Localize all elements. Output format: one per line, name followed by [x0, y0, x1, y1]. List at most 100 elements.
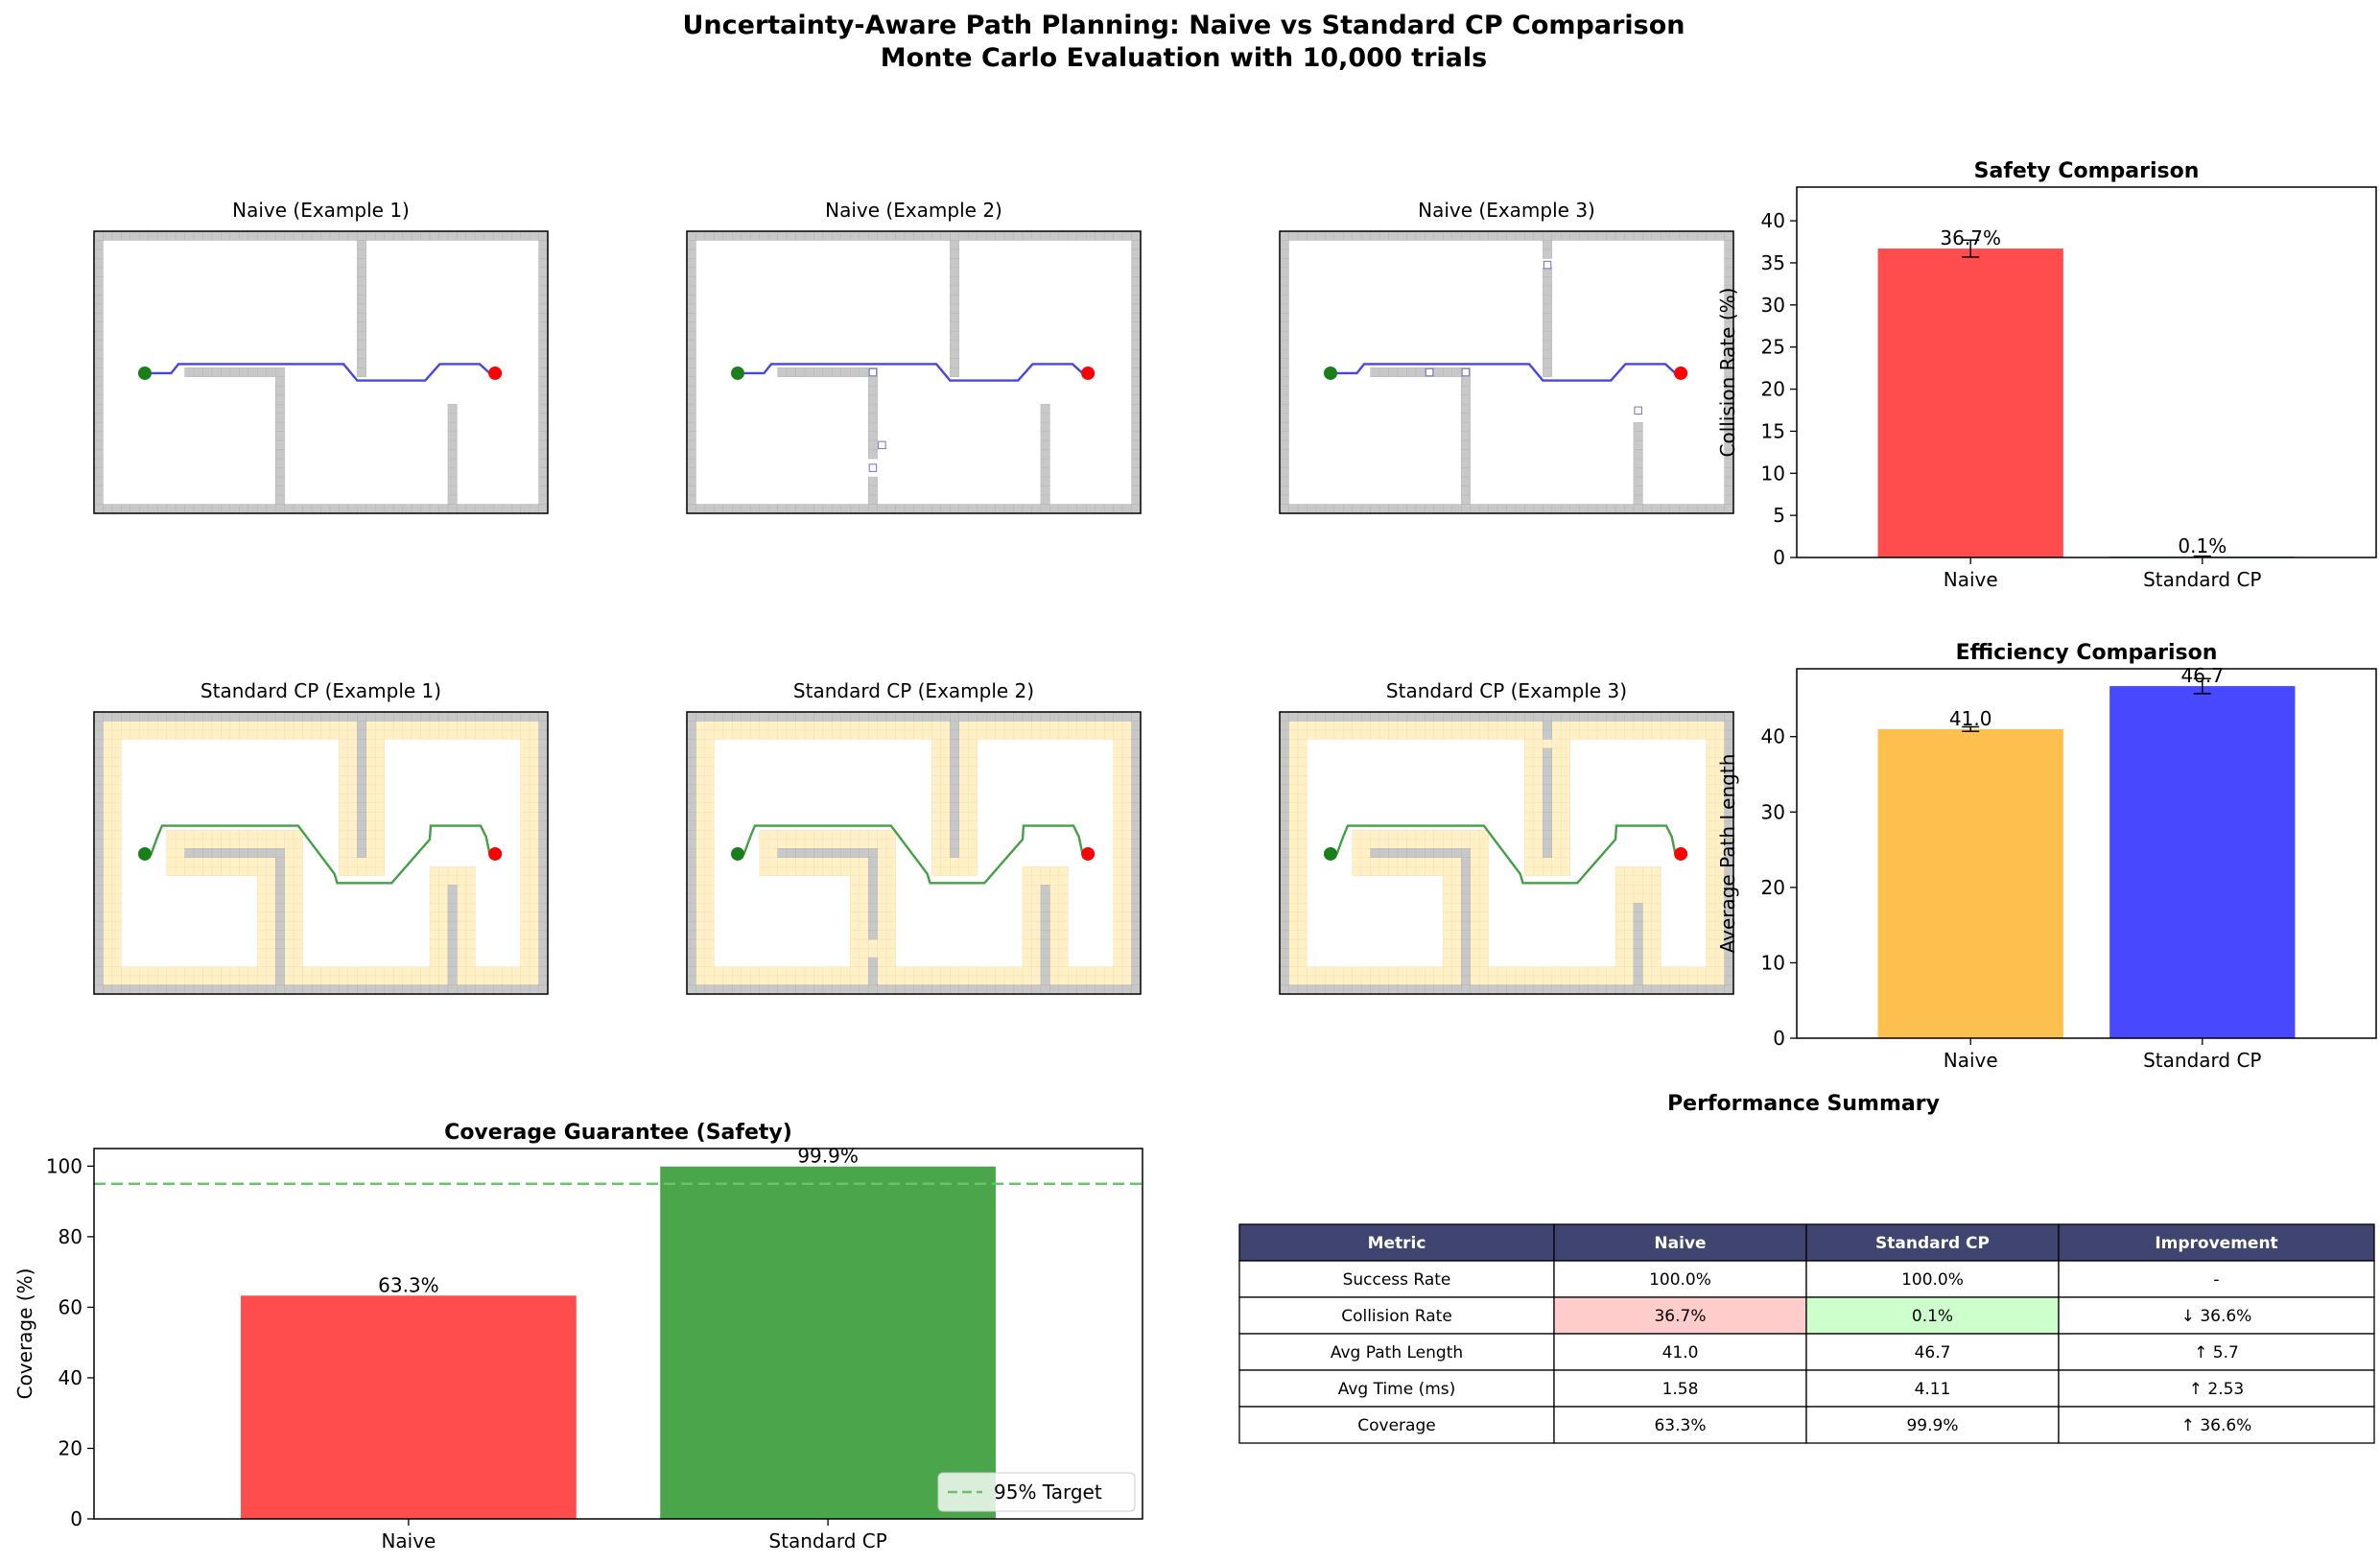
inflation-cell [111, 757, 122, 768]
wall-cell [868, 875, 878, 886]
inflation-cell [968, 966, 978, 977]
inflation-cell [347, 757, 358, 768]
inflation-cell [103, 875, 113, 886]
wall-cell [895, 984, 906, 995]
wall-cell [1040, 957, 1050, 967]
wall-cell [913, 230, 924, 241]
inflation-cell [284, 966, 295, 977]
inflation-cell [229, 975, 240, 985]
wall-cell [1488, 711, 1498, 722]
inflation-cell [750, 721, 760, 731]
inflation-cell [741, 966, 751, 977]
inflation-cell [339, 757, 349, 768]
inflation-cell [1679, 975, 1688, 985]
inflation-cell [1297, 775, 1308, 786]
wall-cell [1460, 449, 1471, 460]
inflation-cell [365, 857, 376, 867]
wall-cell [922, 504, 932, 514]
wall-cell [148, 984, 158, 995]
goal-circle-icon [1674, 366, 1688, 380]
wall-cell [850, 367, 860, 377]
inflation-cell [1031, 721, 1042, 731]
inflation-cell [1343, 975, 1353, 985]
inflation-cell [1651, 729, 1661, 740]
inflation-cell [931, 721, 942, 731]
inflation-cell [958, 848, 969, 858]
wall-cell [868, 893, 878, 904]
wall-cell [1696, 504, 1707, 514]
inflation-cell [438, 875, 449, 886]
inflation-cell [1388, 857, 1399, 867]
wall-cell [357, 321, 366, 332]
wall-cell [1360, 230, 1371, 241]
wall-cell [465, 984, 476, 995]
inflation-cell [357, 975, 366, 985]
wall-cell [1543, 285, 1552, 296]
wall-cell [922, 984, 932, 995]
wall-cell [822, 711, 833, 722]
wall-cell [538, 340, 549, 350]
inflation-cell [347, 794, 358, 804]
wall-cell [93, 794, 104, 804]
wall-cell [1443, 848, 1452, 858]
inflation-cell [293, 957, 303, 967]
wall-cell [357, 775, 366, 786]
inflation-cell [347, 721, 358, 731]
inflation-cell [429, 893, 439, 904]
wall-cell [1724, 240, 1734, 250]
inflation-cell [904, 975, 914, 985]
wall-cell [293, 711, 303, 722]
inflation-cell [121, 721, 131, 731]
inflation-cell [166, 729, 177, 740]
inflation-cell [1297, 820, 1308, 831]
inflation-cell [293, 912, 303, 922]
wall-cell [1068, 230, 1077, 241]
inflation-cell [139, 721, 149, 731]
inflation-cell [1561, 866, 1570, 876]
inflation-cell [1451, 893, 1462, 904]
inflation-cell [1113, 938, 1123, 949]
inflation-cell [1433, 729, 1444, 740]
inflation-cell [1297, 975, 1308, 985]
inflation-cell [266, 839, 276, 849]
wall-cell [1415, 984, 1426, 995]
inflation-cell [695, 839, 706, 849]
wall-cell [357, 313, 366, 323]
inflation-cell [1040, 721, 1050, 731]
inflation-cell [1352, 975, 1362, 985]
inflation-cell [111, 820, 122, 831]
inflation-cell [111, 848, 122, 858]
inflation-cell [1003, 966, 1014, 977]
inflation-cell [483, 721, 494, 731]
inflation-cell [529, 902, 539, 912]
inflation-cell [529, 766, 539, 776]
inflation-cell [493, 729, 503, 740]
y-tick-label: 5 [1773, 504, 1785, 527]
inflation-cell [714, 966, 724, 977]
inflation-cell [1624, 975, 1635, 985]
wall-cell [950, 766, 960, 776]
inflation-cell [103, 948, 113, 959]
inflation-cell [257, 902, 267, 912]
inflation-cell [922, 975, 932, 985]
wall-cell [1569, 711, 1580, 722]
inflation-cell [840, 866, 851, 876]
efficiency-chart-ylabel: Average Path Length [1716, 754, 1739, 954]
wall-cell [1706, 984, 1716, 995]
inflation-cell [465, 729, 476, 740]
inflation-cell [392, 729, 403, 740]
inflation-cell [221, 975, 231, 985]
inflation-cell [695, 948, 706, 959]
wall-cell [985, 230, 996, 241]
wall-cell [221, 504, 231, 514]
inflation-cell [1533, 820, 1543, 831]
inflation-cell [877, 848, 887, 858]
inflation-cell [1533, 830, 1543, 840]
wall-cell [538, 349, 549, 359]
inflation-cell [832, 857, 842, 867]
inflation-cell [520, 775, 530, 786]
wall-cell [1131, 386, 1142, 395]
inflation-cell [1288, 893, 1299, 904]
inflation-cell [1706, 966, 1716, 977]
inflation-cell [885, 966, 896, 977]
